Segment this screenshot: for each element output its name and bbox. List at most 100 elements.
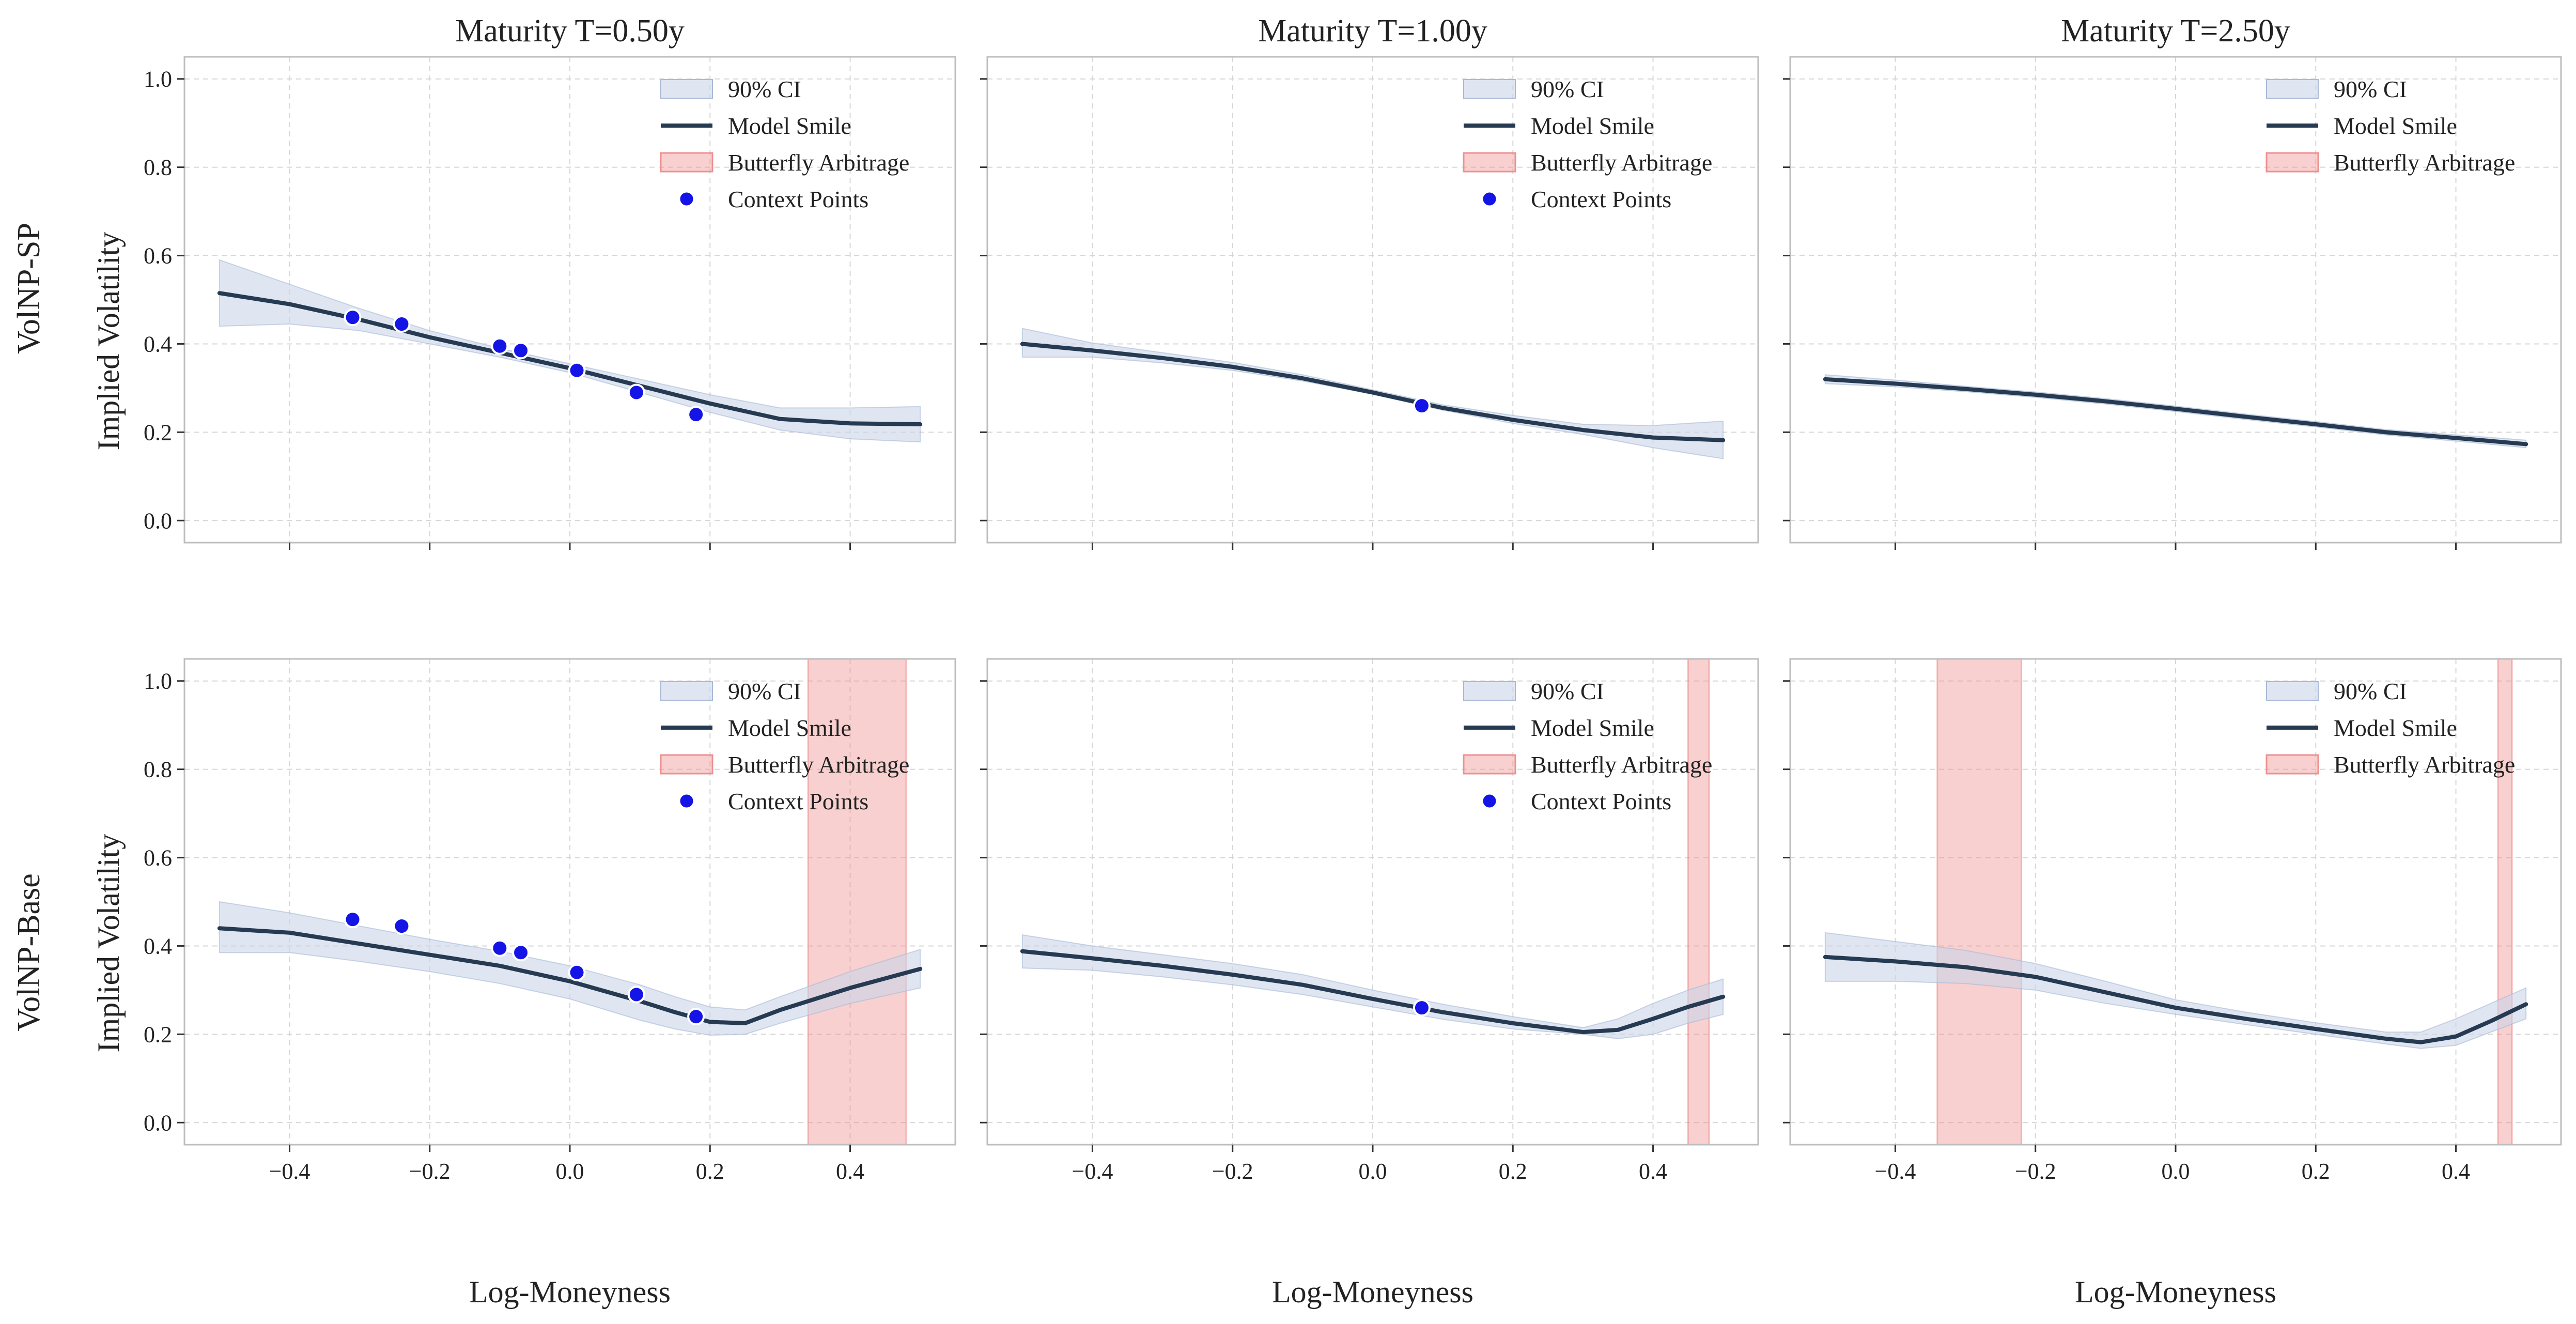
panel-0-y-tick-label-2: 0.4: [144, 331, 172, 357]
panel-2-legend-swatch-ci: [2266, 79, 2319, 99]
panel-1-context-point-0: [1413, 397, 1431, 415]
panel-0-context-point-3: [512, 342, 530, 360]
panel-4-smile-line-0: [1020, 949, 1726, 1035]
panel-5-x-tick-label-1: −0.2: [2015, 1159, 2056, 1184]
panel-5-x-tick-label-4: 0.4: [2442, 1159, 2470, 1184]
panel-3-legend-label-ci: 90% CI: [728, 678, 801, 704]
column-title-0: Maturity T=0.50y: [455, 13, 685, 49]
panel-2-legend-swatch-arbitrage: [2265, 152, 2319, 173]
panel-0-y-tick-label-1: 0.2: [144, 420, 172, 445]
panel-1-legend-label-ctx: Context Points: [1531, 186, 1671, 212]
column-title-1: Maturity T=1.00y: [1258, 13, 1487, 49]
panel-3-context-point-3: [512, 944, 530, 962]
panel-1-legend-swatch-ci: [1463, 79, 1516, 99]
panel-0-context-point-2: [491, 337, 509, 355]
panel-2: 90% CI Model Smile Butterfly Arbitrage: [1783, 56, 2562, 550]
panel-3-legend-label-ctx: Context Points: [728, 788, 868, 814]
panel-3-legend-swatch-arbitrage: [660, 754, 713, 775]
panel-3-x-tick-label-0: −0.4: [269, 1159, 311, 1184]
panel-0-y-tick-label-3: 0.6: [144, 243, 172, 269]
x-axis-label-1: Log-Moneyness: [1272, 1275, 1473, 1309]
panel-1-legend-swatch-arbitrage: [1463, 152, 1516, 173]
panel-0-y-tick-label-0: 0.0: [144, 508, 172, 533]
panel-2-smile-line-0: [1823, 377, 2528, 447]
panel-5-arbitrage-region-1: [2497, 658, 2513, 1146]
panel-1-legend: 90% CI Model Smile Butterfly Arbitrage Cont…: [1463, 76, 1712, 212]
panel-0-legend-swatch-arbitrage: [660, 152, 713, 173]
panel-4-legend-label-ci: 90% CI: [1531, 678, 1604, 704]
panel-3-context-point-5: [627, 986, 645, 1004]
panel-2-legend-label-smile: Model Smile: [2334, 113, 2457, 139]
panel-4-legend-label-ctx: Context Points: [1531, 788, 1671, 814]
panel-5-legend-label-arb: Butterfly Arbitrage: [2334, 751, 2515, 778]
panel-1-legend-label-smile: Model Smile: [1531, 113, 1654, 139]
panel-4-legend-swatch-arbitrage: [1463, 754, 1516, 775]
panel-4-legend: 90% CI Model Smile Butterfly Arbitrage Cont…: [1463, 678, 1712, 814]
panel-0-legend-label-arb: Butterfly Arbitrage: [728, 149, 909, 176]
panel-1-smile-line-0: [1020, 342, 1726, 442]
y-axis-label-0: Implied Volatility: [91, 232, 126, 451]
panel-3-context-point-0: [344, 911, 362, 929]
panel-0-legend-swatch-ci: [660, 79, 713, 99]
panel-3-x-tick-label-1: −0.2: [409, 1159, 451, 1184]
panel-3-x-tick-label-4: 0.4: [836, 1159, 864, 1184]
panel-1-legend-swatch-context: [1481, 191, 1498, 207]
panel-4-x-tick-label-1: −0.2: [1212, 1159, 1253, 1184]
panel-3-context-point-2: [491, 939, 509, 957]
panel-5-smile-line-0: [1823, 954, 2528, 1044]
x-axis-label-2: Log-Moneyness: [2075, 1275, 2276, 1309]
panel-3-legend-swatch-ci: [660, 681, 713, 701]
row-label-1: VolNP-Base: [11, 873, 46, 1031]
panel-5-legend-swatch-ci: [2266, 681, 2319, 701]
panel-2-legend-label-arb: Butterfly Arbitrage: [2334, 149, 2515, 176]
panel-0-legend-label-ctx: Context Points: [728, 186, 868, 212]
panel-3-y-tick-label-4: 0.8: [144, 757, 172, 782]
panel-5-x-tick-label-2: 0.0: [2162, 1159, 2190, 1184]
panel-2-legend-label-ci: 90% CI: [2334, 76, 2407, 102]
panel-3-legend-label-smile: Model Smile: [728, 715, 851, 741]
panel-4-x-tick-label-3: 0.2: [1499, 1159, 1527, 1184]
panel-4-legend-swatch-ci: [1463, 681, 1516, 701]
panel-5-x-tick-label-0: −0.4: [1875, 1159, 1916, 1184]
panel-0: 0.0 0.2 0.4 0.6 0.8 1.0 90% CI Model Smile Butte…: [144, 56, 956, 550]
panel-4-x-tick-label-0: −0.4: [1072, 1159, 1113, 1184]
panel-4-x-tick-label-2: 0.0: [1359, 1159, 1387, 1184]
panel-0-legend-swatch-context: [678, 191, 695, 207]
panel-1-legend-label-ci: 90% CI: [1531, 76, 1604, 102]
panel-3-context-point-6: [687, 1008, 705, 1026]
panel-1: 90% CI Model Smile Butterfly Arbitrage Cont…: [980, 56, 1759, 550]
y-axis-label-1: Implied Volatility: [91, 834, 126, 1053]
panel-0-context-point-1: [393, 315, 411, 333]
panel-4-x-tick-label-4: 0.4: [1639, 1159, 1667, 1184]
panel-5-legend-label-ci: 90% CI: [2334, 678, 2407, 704]
panel-0-context-point-6: [687, 406, 705, 424]
panel-0-legend-label-smile: Model Smile: [728, 113, 851, 139]
panel-3-legend-swatch-context: [678, 793, 695, 809]
panel-4-ci-band-0: [1021, 934, 1724, 1039]
panel-5-legend-label-smile: Model Smile: [2334, 715, 2457, 741]
panel-0-context-point-0: [344, 309, 362, 327]
panel-3: −0.4 −0.2 0.0 0.2 0.4 0.0 0.2 0.4 0.6 0.8 1.0 90% C…: [144, 658, 956, 1184]
panel-3-context-point-4: [568, 963, 586, 981]
panel-5-x-tick-label-3: 0.2: [2302, 1159, 2330, 1184]
panel-5: −0.4 −0.2 0.0 0.2 0.4 90% CI Model Smile Butter…: [1783, 658, 2562, 1184]
panel-3-y-tick-label-5: 1.0: [144, 669, 172, 694]
panel-4-arbitrage-region-0: [1687, 658, 1710, 1146]
panel-4-legend-label-arb: Butterfly Arbitrage: [1531, 751, 1712, 778]
panel-5-ci-band-0: [1824, 932, 2527, 1049]
panel-3-y-tick-label-1: 0.2: [144, 1022, 172, 1047]
panel-0-legend: 90% CI Model Smile Butterfly Arbitrage Cont…: [660, 76, 909, 212]
panel-0-y-tick-label-5: 1.0: [144, 67, 172, 92]
panel-0-legend-label-ci: 90% CI: [728, 76, 801, 102]
panel-4-legend-label-smile: Model Smile: [1531, 715, 1654, 741]
panel-5-legend-swatch-arbitrage: [2265, 754, 2319, 775]
panel-5-arbitrage-region-0: [1936, 658, 2023, 1146]
column-title-2: Maturity T=2.50y: [2061, 13, 2290, 49]
panel-3-context-point-1: [393, 917, 411, 935]
panel-3-y-tick-label-2: 0.4: [144, 933, 172, 959]
panel-3-y-tick-label-3: 0.6: [144, 845, 172, 871]
panel-5-legend: 90% CI Model Smile Butterfly Arbitrage: [2265, 678, 2515, 778]
x-axis-label-0: Log-Moneyness: [469, 1275, 671, 1309]
panel-2-legend: 90% CI Model Smile Butterfly Arbitrage: [2265, 76, 2515, 176]
